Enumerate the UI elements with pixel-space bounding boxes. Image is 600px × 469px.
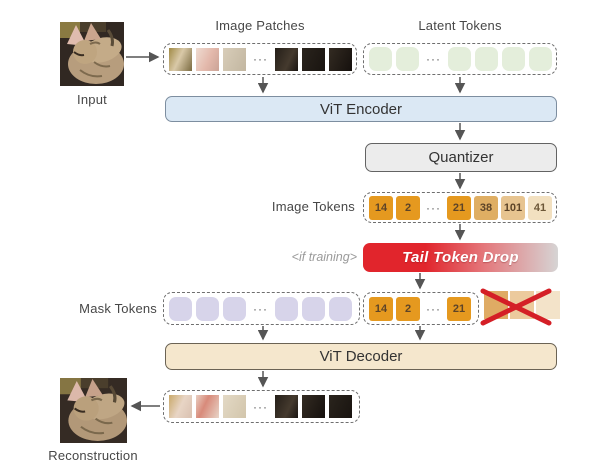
ellipsis: ··· — [253, 52, 268, 66]
output-patch — [196, 395, 219, 418]
tail-token-drop-label: Tail Token Drop — [402, 249, 519, 266]
reconstruction-image — [60, 378, 127, 443]
image-patch — [223, 47, 246, 71]
mask-token — [196, 296, 219, 321]
latent-token — [396, 47, 419, 71]
quantizer-block: Quantizer — [365, 143, 557, 172]
mask-token — [169, 296, 192, 321]
mask-token — [329, 296, 352, 321]
mask-token — [302, 296, 325, 321]
drop-cross-icon — [480, 288, 552, 326]
input-label: Input — [77, 92, 107, 107]
image-tokens-label: Image Tokens — [271, 199, 355, 214]
image-token: 21 — [447, 195, 471, 220]
vit-encoder-label: ViT Encoder — [320, 100, 402, 118]
image-token: 2 — [396, 195, 420, 220]
mask-tokens-label: Mask Tokens — [79, 301, 157, 316]
latent-tokens-group: ··· — [363, 43, 557, 75]
if-training-label: <if training> — [291, 250, 357, 264]
latent-token — [502, 47, 525, 71]
latent-token — [529, 47, 552, 71]
latent-token — [448, 47, 471, 71]
output-patch — [329, 395, 352, 418]
image-token: 38 — [474, 195, 498, 220]
image-token: 14 — [369, 195, 393, 220]
vit-decoder-block: ViT Decoder — [165, 343, 557, 370]
image-patch — [169, 47, 192, 71]
ellipsis: ··· — [253, 399, 268, 414]
latent-token — [369, 47, 392, 71]
vit-decoder-label: ViT Decoder — [319, 348, 403, 365]
ellipsis: ··· — [426, 200, 441, 215]
mask-token — [223, 296, 246, 321]
output-patch — [275, 395, 298, 418]
kept-token: 21 — [447, 296, 471, 321]
reconstruction-label: Reconstruction — [48, 448, 138, 463]
output-patch — [223, 395, 246, 418]
image-patch — [302, 47, 325, 71]
image-token: 101 — [501, 195, 525, 220]
input-image — [60, 22, 124, 86]
kept-tokens-group: 14 2 ··· 21 — [363, 292, 479, 325]
latent-token — [475, 47, 498, 71]
quantizer-label: Quantizer — [428, 149, 494, 166]
vit-encoder-block: ViT Encoder — [165, 96, 557, 122]
image-tokens-group: 14 2 ··· 21 38 101 41 — [363, 192, 557, 223]
image-patch — [275, 47, 298, 71]
kept-token: 14 — [369, 296, 393, 321]
tail-token-drop-block: Tail Token Drop — [363, 243, 558, 272]
ellipsis: ··· — [253, 301, 268, 316]
ellipsis: ··· — [426, 301, 441, 316]
image-token: 41 — [528, 195, 552, 220]
ellipsis: ··· — [426, 52, 441, 66]
cat-photo-icon — [60, 378, 127, 443]
output-patch — [169, 395, 192, 418]
kept-token: 2 — [396, 296, 420, 321]
image-patch — [329, 47, 352, 71]
mask-token — [275, 296, 298, 321]
mask-tokens-group: ··· — [163, 292, 360, 325]
image-patches-label: Image Patches — [215, 18, 305, 33]
latent-tokens-label: Latent Tokens — [418, 18, 502, 33]
output-patches-group: ··· — [163, 390, 360, 423]
cat-photo-icon — [60, 22, 124, 86]
output-patch — [302, 395, 325, 418]
image-patch — [196, 47, 219, 71]
image-patches-group: ··· — [163, 43, 357, 75]
